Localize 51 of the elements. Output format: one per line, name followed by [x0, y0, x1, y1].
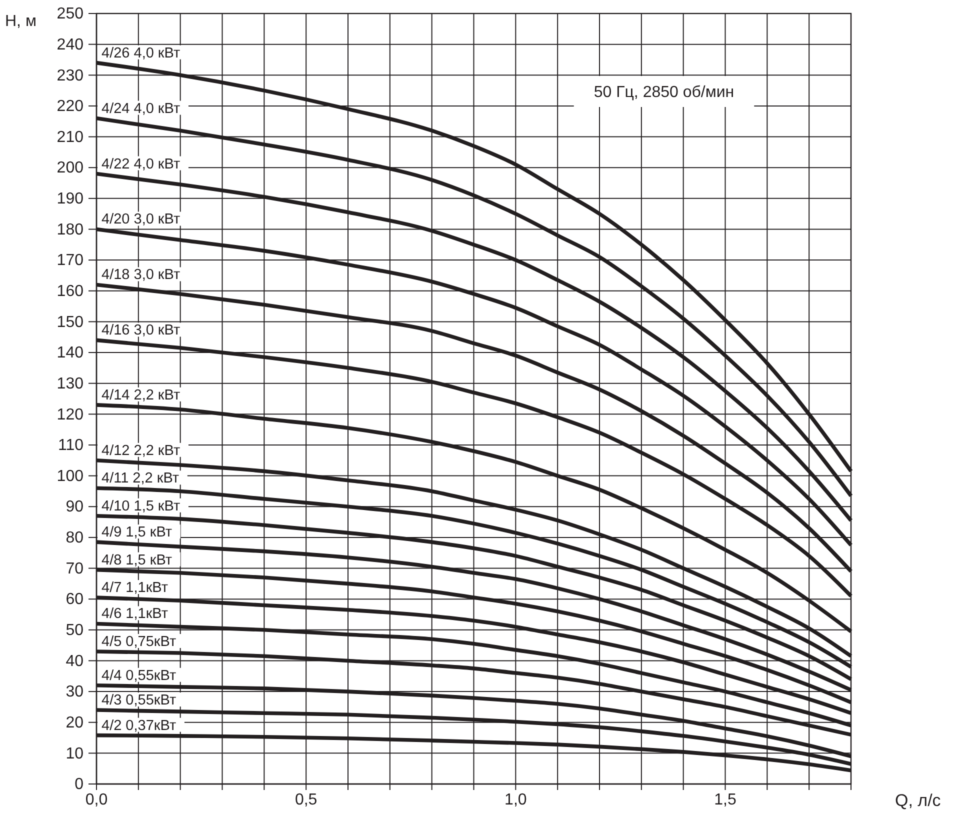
y-tick-label: 100 [56, 468, 84, 485]
y-tick-label: 30 [66, 684, 84, 701]
series-label: 4/8 1,5 кВт [102, 552, 172, 568]
x-tick-label: 0,0 [85, 791, 108, 808]
y-tick-label: 80 [66, 530, 84, 547]
series-label: 4/26 4,0 кВт [102, 45, 180, 62]
series-label: 4/6 1,1кВт [102, 606, 168, 622]
y-tick-label: 140 [56, 344, 84, 362]
y-tick-label: 10 [66, 745, 84, 762]
y-tick-label: 240 [56, 36, 84, 54]
y-tick-label: 190 [56, 190, 84, 208]
y-tick-label: 160 [56, 283, 84, 300]
series-label: 4/22 4,0 кВт [102, 156, 180, 172]
y-tick-label: 170 [56, 252, 84, 270]
series-label: 4/5 0,75кВт [102, 634, 176, 650]
y-tick-label: 90 [66, 498, 84, 516]
series-label: 4/3 0,55кВт [102, 692, 176, 709]
series-label: 4/9 1,5 кВт [102, 524, 172, 541]
y-tick-label: 0 [74, 776, 84, 794]
y-tick-label: 20 [66, 714, 84, 732]
y-tick-label: 40 [66, 652, 84, 670]
x-tick-label: 0,5 [294, 791, 318, 808]
x-tick-label: 1,5 [714, 791, 736, 808]
y-tick-label: 210 [56, 128, 84, 146]
y-tick-label: 220 [56, 98, 84, 116]
y-tick-label: 50 [66, 622, 84, 640]
series-label: 4/16 3,0 кВт [102, 322, 180, 339]
series-label: 4/2 0,37кВт [102, 718, 176, 734]
y-tick-label: 150 [56, 314, 84, 331]
y-tick-label: 130 [56, 375, 84, 392]
y-tick-label: 70 [66, 560, 84, 578]
series-label: 4/4 0,55кВт [102, 668, 176, 684]
y-tick-label: 230 [56, 67, 84, 84]
text: 50 Гц, 2850 об/мин [594, 84, 734, 101]
series-label: 4/11 2,2 кВт [102, 470, 180, 487]
y-tick-label: 110 [58, 437, 84, 454]
y-tick-label: 180 [56, 221, 84, 238]
y-axis-title: H, м [5, 13, 36, 30]
y-tick-label: 60 [66, 591, 84, 608]
series-label: 4/7 1,1кВт [102, 580, 168, 596]
y-tick-label: 250 [56, 6, 84, 23]
series-label: 4/12 2,2 кВт [102, 442, 180, 459]
series-label: 4/14 2,2 кВт [102, 387, 180, 404]
series-label: 4/20 3,0 кВт [102, 212, 180, 228]
x-axis-title: Q, л/с [895, 791, 942, 810]
y-tick-label: 120 [56, 406, 84, 424]
series-label: 4/10 1,5 кВт [102, 498, 180, 514]
y-tick-label: 200 [56, 160, 84, 177]
series-label: 4/18 3,0 кВт [102, 267, 180, 284]
series-label: 4/24 4,0 кВт [102, 100, 180, 117]
x-tick-label: 1,0 [504, 791, 527, 808]
